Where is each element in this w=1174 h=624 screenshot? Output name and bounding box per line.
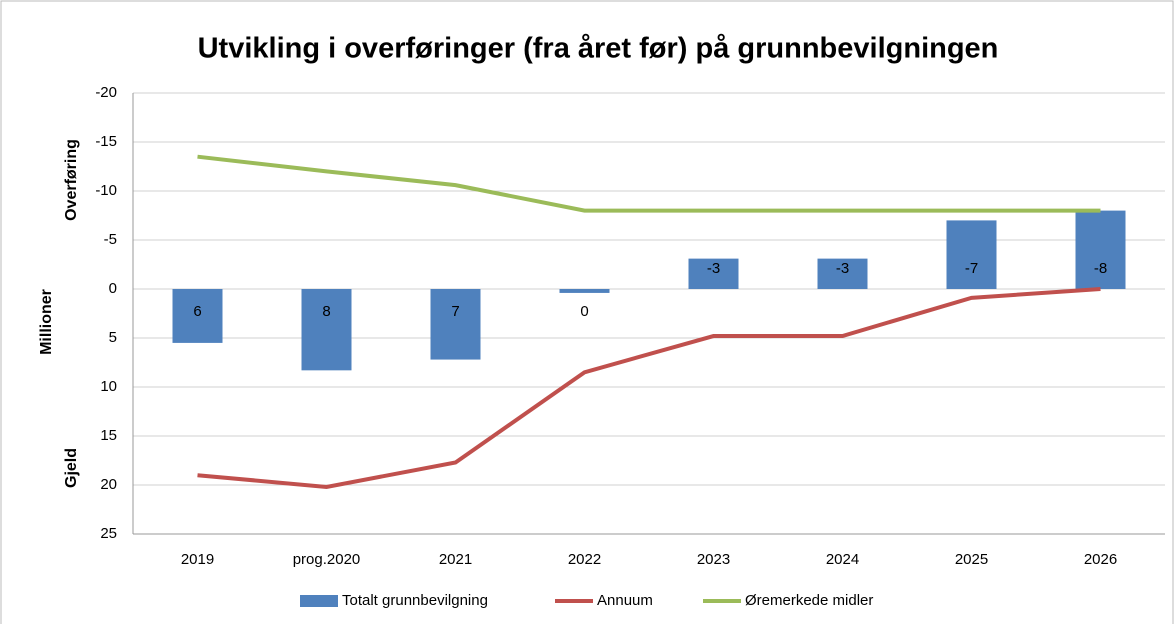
y-tick-label: -10 xyxy=(95,182,117,199)
bar xyxy=(430,289,481,360)
y-tick-label: -15 xyxy=(95,133,117,150)
y-tick-label: 0 xyxy=(109,280,117,297)
y-axis-label: Gjeld xyxy=(63,448,80,488)
x-tick-label: 2024 xyxy=(826,551,859,568)
legend-label: Øremerkede midler xyxy=(745,592,873,609)
line xyxy=(197,154,1101,213)
data-label: 7 xyxy=(451,303,459,320)
data-label: -3 xyxy=(707,260,720,277)
x-tick-label: 2023 xyxy=(697,551,730,568)
legend-label: Annuum xyxy=(597,592,653,609)
data-label: 6 xyxy=(193,303,201,320)
y-tick-label: -5 xyxy=(104,231,117,248)
legend-label: Totalt grunnbevilgning xyxy=(342,592,488,609)
y-tick-label: -20 xyxy=(95,84,117,101)
data-label: 0 xyxy=(580,303,588,320)
data-label: 8 xyxy=(322,303,330,320)
chart-title: Utvikling i overføringer (fra året før) … xyxy=(198,33,999,65)
data-label: -3 xyxy=(836,260,849,277)
legend-swatch xyxy=(300,595,338,607)
x-tick-label: 2021 xyxy=(439,551,472,568)
y-tick-label: 5 xyxy=(109,329,117,346)
bar xyxy=(172,289,223,343)
x-tick-label: 2022 xyxy=(568,551,601,568)
bar xyxy=(1075,210,1126,289)
y-tick-label: 25 xyxy=(100,525,117,542)
bar xyxy=(559,289,610,293)
bar xyxy=(688,258,739,289)
y-axis-label: Millioner xyxy=(38,289,55,355)
y-axis-label: Overføring xyxy=(63,139,80,221)
y-tick-label: 15 xyxy=(100,427,117,444)
x-tick-label: prog.2020 xyxy=(293,551,361,568)
data-label: -7 xyxy=(965,260,978,277)
x-tick-label: 2025 xyxy=(955,551,988,568)
x-tick-label: 2019 xyxy=(181,551,214,568)
line xyxy=(197,287,1101,489)
bar xyxy=(817,258,868,289)
y-tick-label: 20 xyxy=(100,476,117,493)
data-label: -8 xyxy=(1094,260,1107,277)
y-tick-label: 10 xyxy=(100,378,117,395)
x-tick-label: 2026 xyxy=(1084,551,1117,568)
bar xyxy=(301,289,352,371)
bar xyxy=(946,220,997,289)
